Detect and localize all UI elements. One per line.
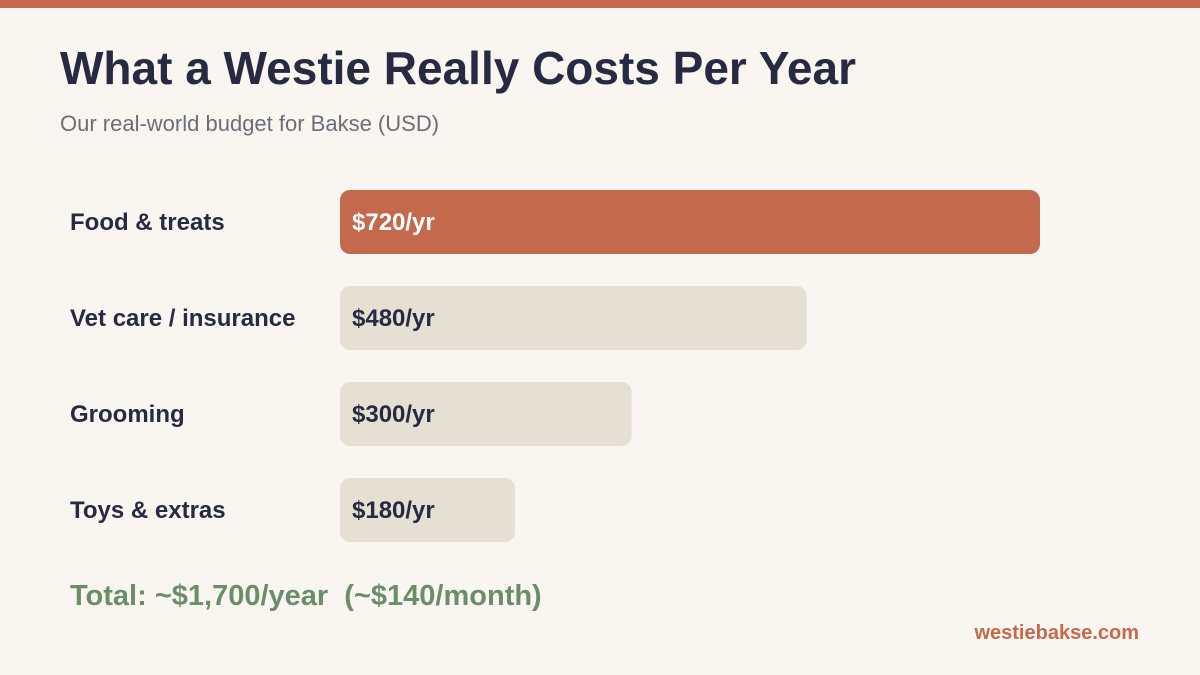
value-label-vet-care-insurance: $480/yr (352, 305, 435, 332)
total-summary: Total: ~$1,700/year (~$140/month) (70, 580, 542, 612)
bar-food-treats (340, 190, 1040, 254)
bar-toys-extras (340, 478, 515, 542)
category-label-vet-care-insurance: Vet care / insurance (70, 305, 295, 332)
top-accent-bar (0, 0, 1200, 8)
value-label-toys-extras: $180/yr (352, 497, 435, 524)
value-label-grooming: $300/yr (352, 401, 435, 428)
page-title: What a Westie Really Costs Per Year (60, 42, 856, 94)
category-label-grooming: Grooming (70, 401, 185, 428)
category-label-food-treats: Food & treats (70, 209, 225, 236)
bar-grooming (340, 382, 632, 446)
category-label-toys-extras: Toys & extras (70, 497, 226, 524)
value-label-food-treats: $720/yr (352, 209, 435, 236)
bar-vet-care-insurance (340, 286, 807, 350)
page-subtitle: Our real-world budget for Bakse (USD) (60, 111, 440, 136)
site-credit: westiebakse.com (974, 622, 1139, 644)
